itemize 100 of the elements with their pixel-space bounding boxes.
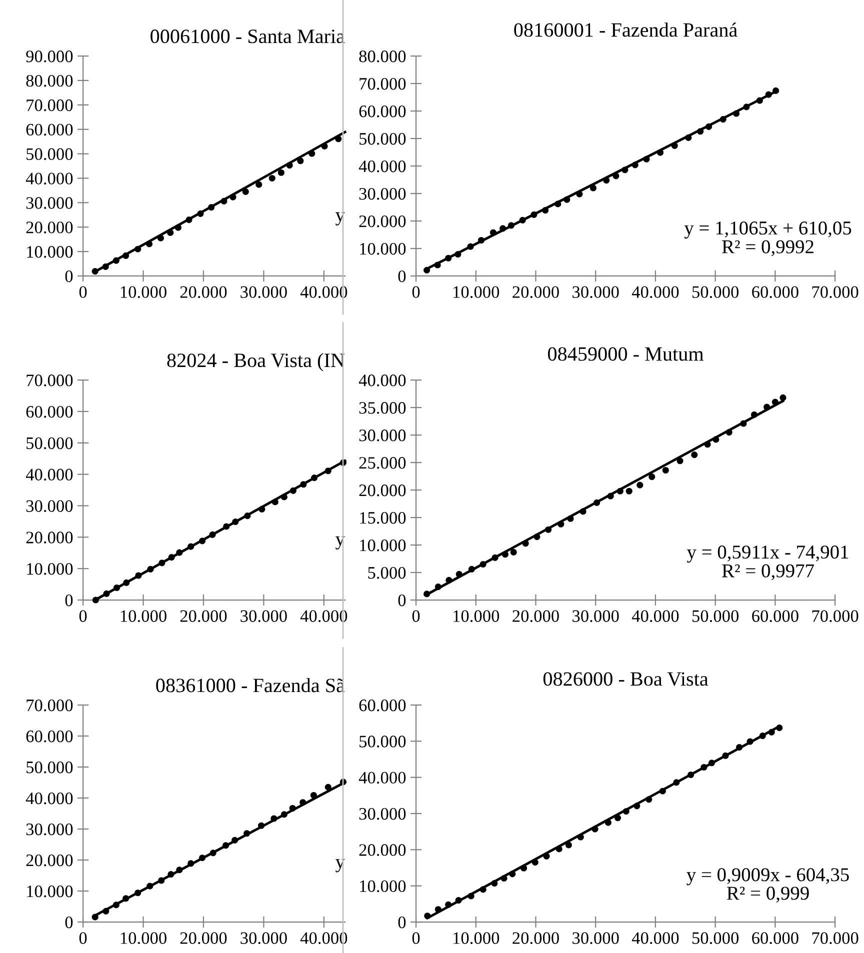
point <box>577 834 584 840</box>
x-tick-label: 10.000 <box>120 610 166 622</box>
point <box>567 515 574 522</box>
x-tick-label: 40.000 <box>300 932 348 944</box>
point <box>256 181 262 188</box>
point <box>102 263 109 270</box>
point <box>308 150 316 157</box>
y-tick-label: 70.000 <box>26 700 73 712</box>
point <box>580 508 586 515</box>
point <box>565 842 572 848</box>
x-tick-label: 50.000 <box>692 286 739 298</box>
point <box>290 487 296 494</box>
y-tick-label: 70.000 <box>26 99 73 112</box>
y-tick-label: 0 <box>65 594 73 606</box>
x-tick-label: 30.000 <box>572 610 619 622</box>
y-tick-label: 10.000 <box>360 242 406 255</box>
point <box>324 784 332 790</box>
point <box>168 554 175 561</box>
point <box>454 250 462 258</box>
chart-title: 0826000 - Boa Vista <box>543 672 708 686</box>
y-tick-label: 30.000 <box>359 430 406 442</box>
point <box>691 452 698 458</box>
point <box>300 799 306 806</box>
y-tick-label: 90.000 <box>26 50 73 62</box>
point <box>123 579 130 586</box>
point <box>720 116 726 123</box>
point <box>576 190 583 198</box>
y-tick-label: 60.000 <box>26 406 73 418</box>
x-tick-label: 0 <box>79 610 87 622</box>
point <box>300 481 307 488</box>
point <box>554 200 562 208</box>
point <box>726 429 732 436</box>
x-tick-label: 60.000 <box>752 286 798 298</box>
x-tick-label: 20.000 <box>512 610 559 622</box>
x-tick-label: 30.000 <box>240 610 287 622</box>
point <box>198 854 206 862</box>
x-tick-label: 20.000 <box>512 286 559 298</box>
point <box>310 792 317 799</box>
annotation: R² = 0,9977 <box>722 564 814 580</box>
point <box>208 204 215 211</box>
y-tick-label: 10.000 <box>360 540 406 552</box>
y-tick-label: 20.000 <box>26 532 73 544</box>
point <box>590 184 597 192</box>
point <box>209 531 216 538</box>
point <box>607 492 614 500</box>
point <box>92 596 99 604</box>
point <box>434 262 441 268</box>
point <box>446 576 452 584</box>
y-tick-label: 30.000 <box>359 188 406 200</box>
point <box>756 97 763 104</box>
point <box>122 252 130 259</box>
y-tick-label: 50.000 <box>26 762 73 774</box>
y-tick-label: 60.000 <box>26 124 73 136</box>
point <box>102 908 110 914</box>
y-tick-label: 30.000 <box>26 197 73 209</box>
y-tick-label: 60.000 <box>359 106 406 118</box>
y-tick-label: 40.000 <box>26 172 73 185</box>
point <box>103 590 110 598</box>
y-tick-label: 10.000 <box>360 880 406 892</box>
x-tick-label: 0 <box>79 286 87 298</box>
point <box>676 458 684 464</box>
point <box>289 804 296 812</box>
x-tick-label: 70.000 <box>812 286 858 298</box>
point <box>310 474 318 482</box>
y-tick-label: 0 <box>398 594 406 606</box>
point <box>188 860 194 867</box>
point <box>490 229 497 236</box>
point <box>146 882 154 890</box>
x-tick-label: 10.000 <box>120 286 166 298</box>
point <box>743 104 750 110</box>
x-tick-label: 0 <box>412 932 420 944</box>
point <box>258 506 266 512</box>
point <box>210 850 216 856</box>
y-tick-label: 50.000 <box>26 148 73 160</box>
annotation: y = 0,9009x - 604,35 <box>686 868 849 886</box>
point <box>270 815 278 822</box>
point <box>750 411 758 418</box>
point <box>167 229 174 236</box>
point <box>556 846 562 852</box>
point <box>113 584 120 592</box>
x-tick-label: 20.000 <box>180 610 227 622</box>
point <box>468 566 475 573</box>
point <box>776 724 783 732</box>
point <box>186 216 192 224</box>
point <box>134 890 142 896</box>
point <box>324 468 332 474</box>
point <box>614 814 622 822</box>
point <box>280 494 288 500</box>
point <box>434 906 442 913</box>
point <box>244 830 250 837</box>
point <box>616 488 624 494</box>
point <box>764 404 770 410</box>
x-tick-label: 20.000 <box>180 286 227 298</box>
point <box>648 474 656 480</box>
point <box>134 246 142 252</box>
point <box>634 802 640 810</box>
point <box>286 162 293 169</box>
x-tick-label: 70.000 <box>812 932 858 944</box>
x-tick-label: 60.000 <box>752 932 798 944</box>
point <box>335 136 342 142</box>
